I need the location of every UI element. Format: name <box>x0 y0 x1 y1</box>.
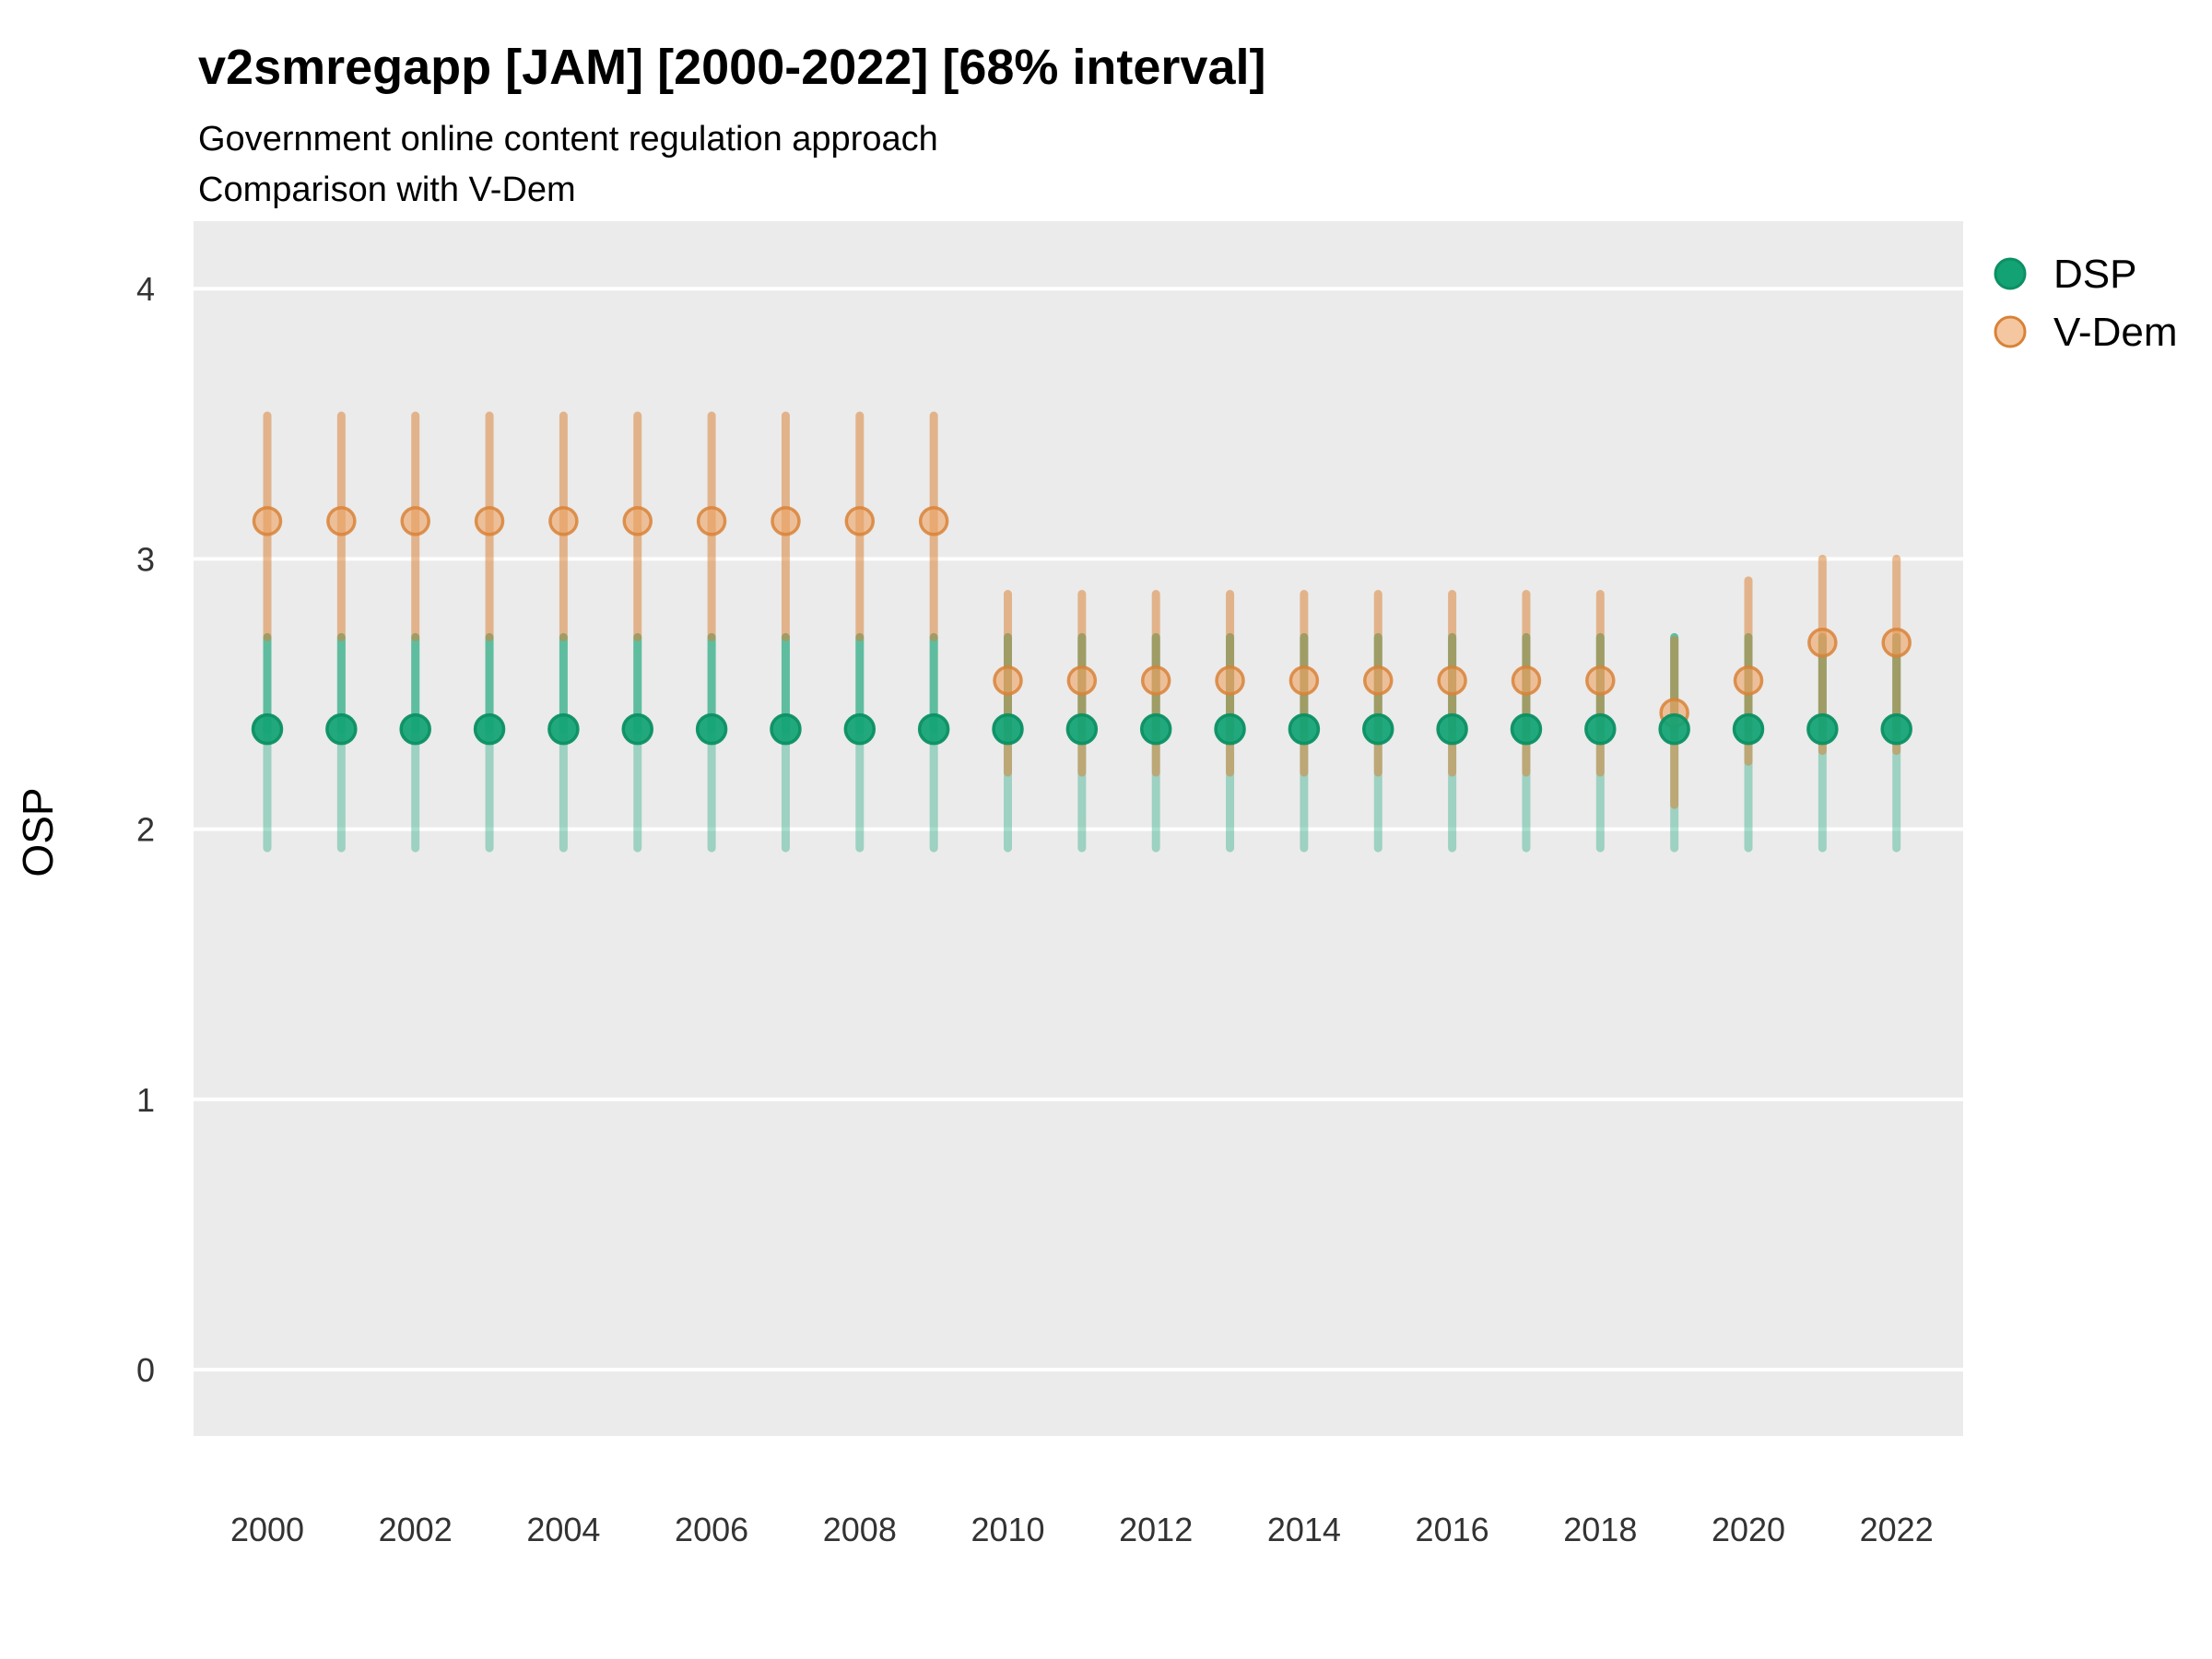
x-tick-label-2022: 2022 <box>1860 1511 1934 1548</box>
x-tick-label-2000: 2000 <box>230 1511 304 1548</box>
dsp-point-2008 <box>843 712 877 746</box>
vdem-point-2013 <box>1215 665 1245 696</box>
legend-vdem-swatch <box>1994 315 2027 348</box>
dsp-point-2015 <box>1362 712 1394 746</box>
vdem-point-2016 <box>1437 665 1467 696</box>
dsp-point-2002 <box>399 712 431 746</box>
dsp-point-2010 <box>992 712 1024 746</box>
x-tick-label-2004: 2004 <box>526 1511 600 1548</box>
y-tick-label-2: 2 <box>136 811 155 849</box>
y-axis-title: OSP <box>14 787 62 877</box>
subtitle-line-2: Comparison with V-Dem <box>198 171 576 209</box>
x-tick-label-2020: 2020 <box>1712 1511 1785 1548</box>
vdem-point-2014 <box>1288 665 1320 696</box>
dsp-point-2016 <box>1436 712 1468 746</box>
vdem-point-2003 <box>474 506 505 536</box>
x-tick-label-2008: 2008 <box>823 1511 897 1548</box>
dsp-point-2017 <box>1510 712 1543 746</box>
vdem-point-2002 <box>400 506 430 536</box>
vdem-point-2022 <box>1881 628 1912 658</box>
dsp-point-2007 <box>770 712 802 746</box>
vdem-point-2001 <box>326 506 357 536</box>
y-tick-label-0: 0 <box>136 1351 155 1389</box>
dsp-point-2019 <box>1658 712 1690 746</box>
dsp-point-2022 <box>1880 712 1912 746</box>
legend-vdem-label: V-Dem <box>2053 310 2177 355</box>
legend-dsp-label: DSP <box>2053 252 2136 297</box>
vdem-point-2017 <box>1511 665 1542 696</box>
dsp-point-2020 <box>1732 712 1765 746</box>
vdem-point-2010 <box>993 665 1023 696</box>
vdem-point-2007 <box>771 506 801 536</box>
plot-area: 0 1 2 3 4 2000 2002 2004 2006 2008 2010 2012 2014 201… <box>136 221 1963 1548</box>
dsp-point-2018 <box>1584 712 1617 746</box>
vdem-point-2005 <box>622 506 653 536</box>
dsp-point-2004 <box>547 712 580 746</box>
y-tick-label-1: 1 <box>136 1081 155 1119</box>
dsp-point-2003 <box>473 712 506 746</box>
vdem-point-2015 <box>1363 665 1394 696</box>
x-tick-label-2014: 2014 <box>1267 1511 1341 1548</box>
vdem-point-2020 <box>1733 665 1764 696</box>
dsp-point-2013 <box>1214 712 1246 746</box>
dsp-point-2006 <box>695 712 728 746</box>
dsp-point-2011 <box>1065 712 1099 746</box>
dsp-point-2005 <box>621 712 653 746</box>
x-tick-label-2006: 2006 <box>675 1511 748 1548</box>
vdem-point-2000 <box>252 506 283 536</box>
y-tick-label-3: 3 <box>136 540 155 578</box>
x-tick-label-2010: 2010 <box>971 1511 1044 1548</box>
legend: DSP V-Dem <box>1994 252 2177 355</box>
vdem-point-2006 <box>696 506 727 536</box>
dsp-point-2000 <box>251 712 284 746</box>
vdem-point-2018 <box>1585 665 1616 696</box>
vdem-point-2004 <box>548 506 579 536</box>
y-tick-label-4: 4 <box>136 270 155 308</box>
dsp-point-2021 <box>1806 712 1839 746</box>
vdem-point-2021 <box>1807 628 1838 658</box>
x-tick-label-2012: 2012 <box>1119 1511 1193 1548</box>
subtitle-line-1: Government online content regulation app… <box>198 120 938 159</box>
dsp-point-2009 <box>917 712 950 746</box>
x-tick-label-2016: 2016 <box>1416 1511 1489 1548</box>
dsp-point-2012 <box>1139 712 1172 746</box>
chart-title: v2smregapp [JAM] [2000-2022] [68% interv… <box>198 40 1266 95</box>
legend-dsp-swatch <box>1994 257 2027 290</box>
x-tick-label-2018: 2018 <box>1563 1511 1637 1548</box>
dsp-point-2001 <box>325 712 358 746</box>
dsp-point-2014 <box>1288 712 1321 746</box>
vdem-point-2008 <box>844 506 876 536</box>
vdem-point-2009 <box>918 506 949 536</box>
vdem-point-2012 <box>1140 665 1171 696</box>
vdem-point-2011 <box>1066 665 1098 696</box>
x-tick-label-2002: 2002 <box>379 1511 453 1548</box>
chart-subtitle: Government online content regulation app… <box>198 114 938 216</box>
